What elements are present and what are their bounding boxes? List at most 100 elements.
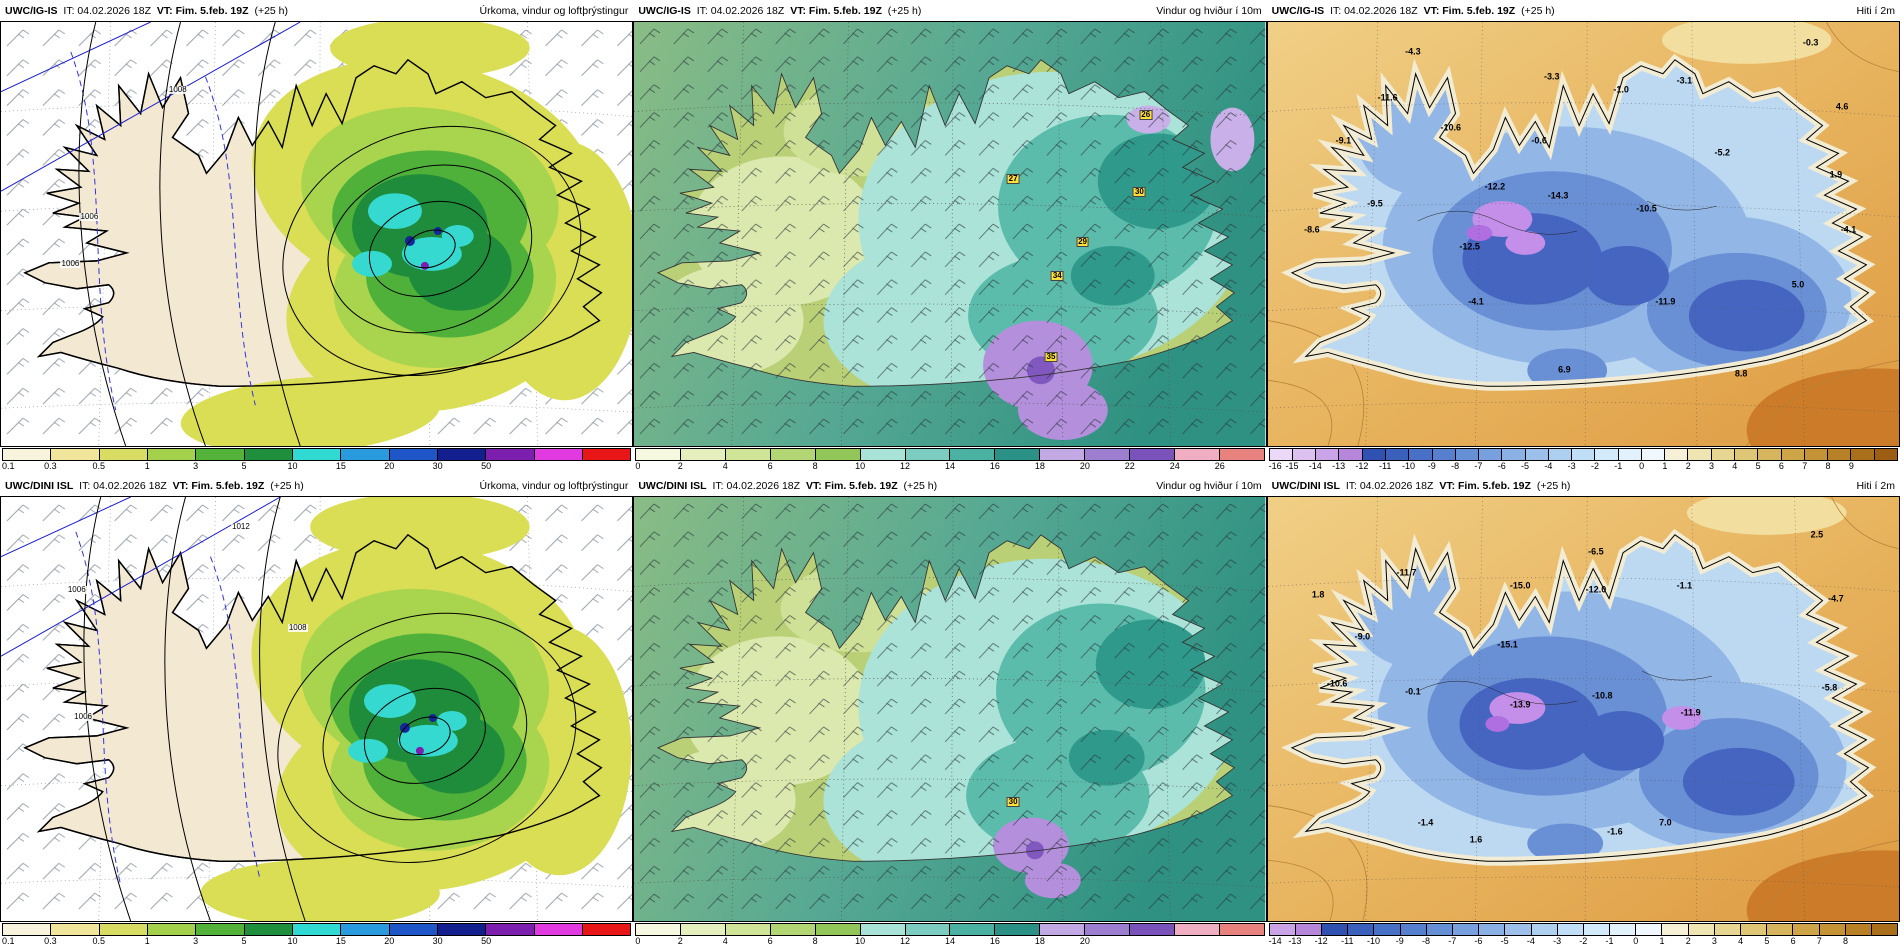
lead-time: (+25 h) bbox=[254, 4, 289, 17]
colorbar-segment bbox=[1874, 449, 1897, 460]
panel-title: Hiti í 2m bbox=[1856, 4, 1895, 17]
map-labels-layer: 26 27 30 29 34 35 bbox=[634, 22, 1265, 446]
colorbar-tick-label: 0.1 bbox=[2, 461, 15, 471]
init-time: IT: 04.02.2026 18Z bbox=[712, 479, 801, 492]
precip-colorbar: 0.1 0.3 0.5 1 3 5 10 15 20 30 50 bbox=[0, 447, 633, 475]
wind-map-svg bbox=[634, 22, 1266, 446]
temp-map: -4.3 -3.3 -1.0 -3.1 -0.3 -11.6 4.6 -10.6 -0.6 -9.… bbox=[1266, 21, 1900, 447]
temperature-label: -9.5 bbox=[1367, 198, 1383, 209]
colorbar-tick-label: 2 bbox=[1685, 936, 1691, 946]
colorbar-segment bbox=[341, 924, 390, 935]
gust-label: 30 bbox=[1132, 186, 1146, 197]
colorbar-tick-label: 3 bbox=[193, 936, 199, 946]
temperature-label: -11.6 bbox=[1377, 92, 1398, 103]
colorbar-segment bbox=[1767, 924, 1794, 935]
colorbar-tick-label: 30 bbox=[432, 936, 443, 946]
dashed-contours bbox=[75, 531, 261, 886]
colorbar-tick-label: 4 bbox=[722, 936, 728, 946]
panel-header: UWC/IG-IS IT: 04.02.2026 18Z VT: Fim. 5.… bbox=[633, 0, 1266, 21]
colorbar-segment bbox=[1871, 924, 1898, 935]
colorbar-segment bbox=[860, 449, 906, 460]
colorbar-segment bbox=[950, 924, 996, 935]
colorbar-tick-label: -1 bbox=[1614, 461, 1623, 471]
colorbar-segment bbox=[292, 924, 342, 935]
panel-header: UWC/IG-IS IT: 04.02.2026 18Z VT: Fim. 5.… bbox=[1267, 0, 1900, 21]
wind-map: 26 27 30 29 34 35 bbox=[633, 21, 1267, 447]
colorbar-tick-label: 16 bbox=[989, 461, 1000, 471]
colorbar-segment bbox=[486, 924, 535, 935]
colorbar-tick-label: -2 bbox=[1590, 461, 1599, 471]
colorbar-segment bbox=[905, 449, 951, 460]
panel-header-left: UWC/DINI ISL IT: 04.02.2026 18Z VT: Fim.… bbox=[638, 480, 940, 492]
colorbar-segment bbox=[1845, 924, 1872, 935]
colorbar-tick-label: 9 bbox=[1848, 461, 1854, 471]
gust-label: 30 bbox=[1006, 797, 1020, 808]
colorbar-segment bbox=[1479, 449, 1503, 460]
colorbar-segment bbox=[726, 449, 771, 460]
init-time: IT: 04.02.2026 18Z bbox=[63, 4, 151, 17]
pressure-label: 1006 bbox=[73, 712, 93, 722]
map-labels-layer: 30 bbox=[634, 497, 1265, 921]
map-labels-layer: 2.5 -6.5 -11.7 -15.0 -12.0 -1.1 1.8 -4.7 -9.0 -15… bbox=[1268, 497, 1899, 921]
valid-time: VT: Fim. 5.feb. 19Z bbox=[172, 479, 265, 492]
temperature-label: -15.0 bbox=[1509, 580, 1531, 591]
temperature-label: -11.9 bbox=[1680, 707, 1701, 718]
lead-time: (+25 h) bbox=[1536, 479, 1571, 492]
colorbar-tick-label: 4 bbox=[1732, 461, 1738, 471]
colorbar-tick-label: -8 bbox=[1451, 461, 1460, 471]
colorbar-tick-label: 20 bbox=[384, 461, 395, 471]
temperature-label: -1.4 bbox=[1417, 817, 1434, 828]
temperature-label: -3.3 bbox=[1543, 71, 1560, 82]
colorbar-segment bbox=[389, 449, 438, 460]
colorbar-tick-label: -11 bbox=[1379, 461, 1392, 471]
panel-header: UWC/IG-IS IT: 04.02.2026 18Z VT: Fim. 5.… bbox=[0, 0, 633, 21]
precip-map: 1012 1006 1008 1006 bbox=[0, 496, 634, 922]
colorbar-tick-label: -10 bbox=[1401, 461, 1416, 471]
colorbar-segment bbox=[341, 449, 390, 460]
colorbar-tick-label: 6 bbox=[1778, 461, 1784, 471]
colorbar-tick-label: -7 bbox=[1474, 461, 1483, 471]
temperature-label: -12.5 bbox=[1459, 241, 1480, 252]
temperature-label: 1.6 bbox=[1469, 834, 1483, 845]
colorbar-segment bbox=[1129, 449, 1175, 460]
wind-map-svg bbox=[634, 497, 1266, 921]
temp-colorbar: -14 -13 -12 -11 -10 -9 -8 -7 -6 -5 -4 -3 -2 -1 0 1 2 3 4 5 6… bbox=[1267, 922, 1900, 950]
colorbar-segment bbox=[147, 924, 197, 935]
pressure-label: 1006 bbox=[66, 585, 87, 595]
panel-title: Hiti í 2m bbox=[1856, 479, 1895, 492]
colorbar-tick-label: 5 bbox=[241, 461, 247, 471]
colorbar-segment bbox=[1741, 924, 1768, 935]
temperature-label: 6.9 bbox=[1558, 364, 1571, 375]
colorbar-tick-label: 10 bbox=[287, 936, 298, 946]
colorbar-segment bbox=[1400, 924, 1427, 935]
colorbar-segment bbox=[437, 449, 487, 460]
colorbar-segment bbox=[1040, 924, 1086, 935]
temperature-label: -6.5 bbox=[1588, 546, 1604, 557]
colorbar-tick-label: 10 bbox=[855, 461, 866, 471]
colorbar-segment bbox=[1295, 924, 1323, 935]
panel-precip-dini: UWC/DINI ISL IT: 04.02.2026 18Z VT: Fim.… bbox=[0, 475, 634, 950]
colorbar-segment bbox=[1085, 449, 1130, 460]
colorbar-tick-label: 3 bbox=[1709, 461, 1715, 471]
colorbar-tick-label: -13 bbox=[1288, 936, 1302, 946]
panel-temp-ig: UWC/IG-IS IT: 04.02.2026 18Z VT: Fim. 5.… bbox=[1266, 0, 1900, 475]
temp-map-svg bbox=[1267, 497, 1899, 921]
colorbar-segment bbox=[1426, 924, 1453, 935]
temperature-label: -4.7 bbox=[1828, 593, 1844, 604]
colorbar-tick-label: 2 bbox=[677, 936, 683, 946]
colorbar-tick-label: 0.5 bbox=[92, 461, 106, 471]
colorbar-segment bbox=[1548, 449, 1573, 460]
colorbar-segment bbox=[1292, 449, 1317, 460]
precip-shading bbox=[200, 497, 632, 921]
colorbar-tick-label: 18 bbox=[1034, 936, 1045, 946]
colorbar-tick-label: -5 bbox=[1500, 936, 1509, 946]
sea-temp-contours bbox=[1267, 497, 1899, 921]
temperature-label: -1.0 bbox=[1613, 84, 1629, 95]
temperature-label: -4.1 bbox=[1840, 224, 1857, 235]
colorbar-segment bbox=[582, 924, 631, 935]
colorbar-tick-label: 0 bbox=[1633, 936, 1639, 946]
lead-time: (+25 h) bbox=[270, 479, 304, 492]
colorbar-tick-label: -5 bbox=[1521, 461, 1530, 471]
colorbar-segment bbox=[196, 924, 245, 935]
